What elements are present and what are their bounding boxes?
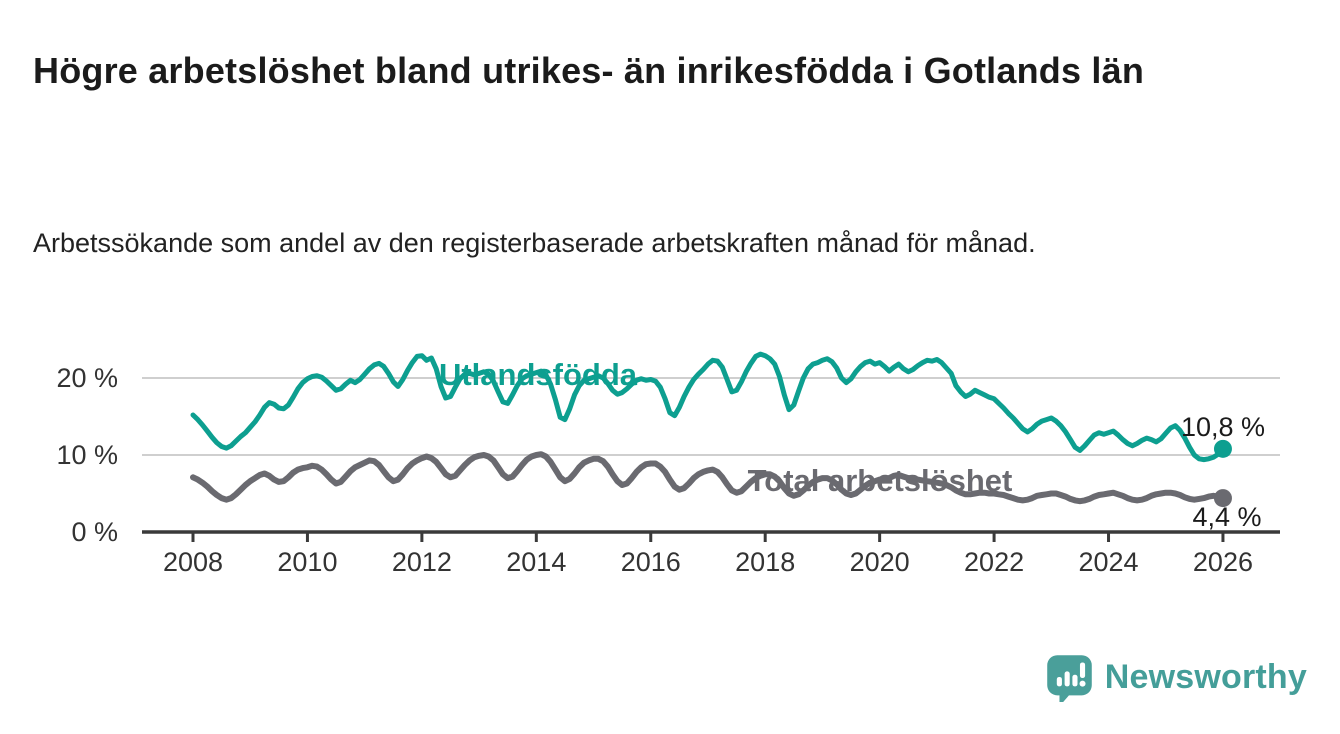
y-axis-tick-label: 0 %: [71, 517, 118, 547]
series-label-utlandsfodda: Utlandsfödda: [439, 357, 638, 392]
line-chart: 0 % 10 % 20 % 2008 2010 2012 2014 2016 2018 2020 2…: [0, 330, 1340, 610]
chart-subtitle: Arbetssökande som andel av den registerb…: [33, 228, 1036, 258]
x-axis-tick-label: 2012: [392, 547, 452, 577]
x-axis-tick-label: 2010: [277, 547, 337, 577]
series-end-dot-utlandsfodda: [1213, 439, 1232, 458]
x-axis-tick-label: 2024: [1078, 547, 1138, 577]
x-axis-tick-label: 2020: [850, 547, 910, 577]
brand-footer: Newsworthy: [1045, 653, 1307, 702]
series-label-total: Total arbetslöshet: [748, 463, 1013, 498]
brand-name: Newsworthy: [1104, 658, 1307, 696]
end-value-label-total: 4,4 %: [1192, 502, 1261, 532]
y-axis-tick-label: 20 %: [56, 363, 118, 393]
x-axis-tick-label: 2014: [506, 547, 566, 577]
x-axis-tick-label: 2026: [1193, 547, 1253, 577]
x-axis-tick-label: 2022: [964, 547, 1024, 577]
end-value-label-utlandsfodda: 10,8 %: [1181, 412, 1265, 442]
series-line-utlandsfodda: [190, 351, 1226, 463]
series-line-total: [190, 451, 1226, 505]
line-chart-svg: 0 % 10 % 20 % 2008 2010 2012 2014 2016 2018 2020 2…: [56, 351, 1280, 577]
x-axis-tick-label: 2016: [621, 547, 681, 577]
bar-chart-speech-bubble-icon: [1046, 655, 1092, 702]
page-title: Högre arbetslöshet bland utrikes- än inr…: [33, 50, 1145, 92]
x-axis-tick-label: 2008: [163, 547, 223, 577]
y-axis-tick-label: 10 %: [56, 440, 118, 470]
x-axis-tick-label: 2018: [735, 547, 795, 577]
series-end-dot-total: [1213, 489, 1232, 508]
